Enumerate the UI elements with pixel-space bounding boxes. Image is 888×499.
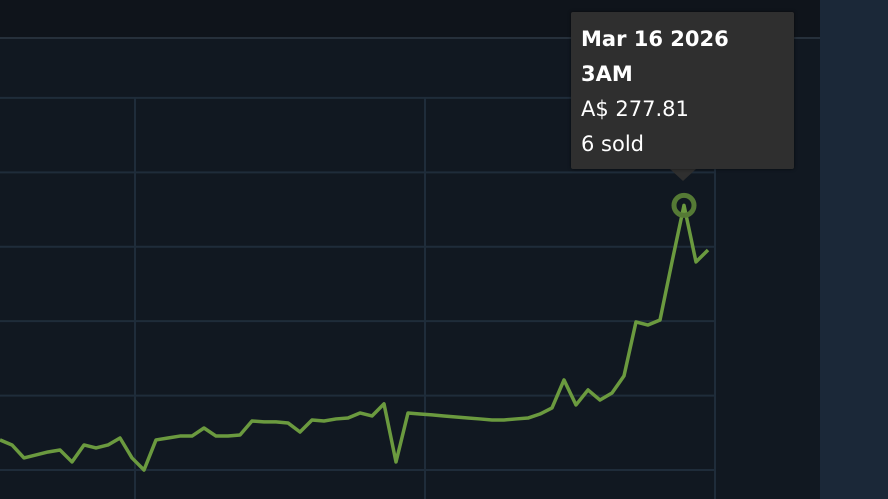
hover-point xyxy=(671,192,697,218)
price-line xyxy=(0,203,710,472)
tooltip-sold: 6 sold xyxy=(581,132,644,156)
tooltip-date: Mar 16 2026 xyxy=(581,27,729,51)
tooltip-arrow xyxy=(670,169,696,181)
tooltip-time: 3AM xyxy=(581,62,633,86)
tooltip: Mar 16 2026 3AM A$ 277.81 6 sold xyxy=(571,12,794,169)
side-panel xyxy=(820,0,888,499)
plot xyxy=(0,192,710,472)
tooltip-price: A$ 277.81 xyxy=(581,97,689,121)
